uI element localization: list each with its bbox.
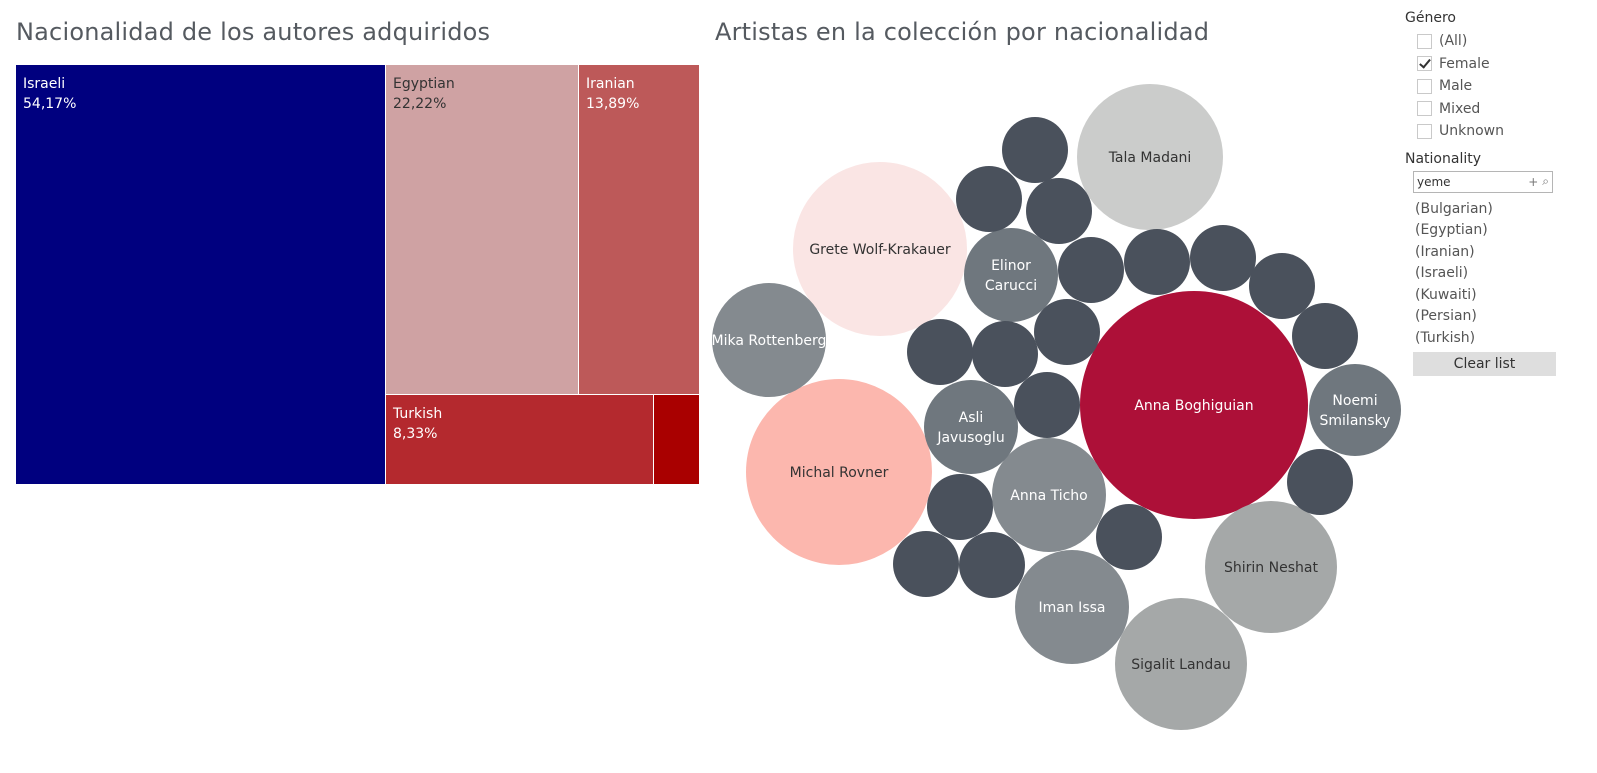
treemap-cell-value: 8,33% [393, 426, 438, 442]
checkbox[interactable] [1417, 78, 1432, 94]
bubble-grete-wolf-krakauer[interactable] [793, 162, 967, 336]
bubble-label: Anna Boghiguian [1134, 398, 1253, 414]
nationality-treemap: Israeli 54,17% Egyptian 22,22% Iranian 13,89%… [16, 65, 700, 485]
checkbox[interactable] [1417, 56, 1432, 72]
bubble-unlabeled[interactable] [1026, 178, 1092, 244]
bubble-label: Mika Rottenberg [712, 333, 827, 349]
bubble-unlabeled[interactable] [956, 166, 1022, 232]
bubble-unlabeled[interactable] [927, 474, 993, 540]
checkbox[interactable] [1417, 101, 1432, 117]
treemap-cell-israeli[interactable]: Israeli 54,17% [16, 65, 386, 485]
bubble-noemi-smilansky[interactable] [1309, 364, 1401, 456]
bubble-anna-boghiguian[interactable] [1080, 291, 1308, 519]
treemap-cell-label: Egyptian [393, 76, 455, 92]
bubble-label: Tala Madani [1108, 150, 1192, 166]
plus-icon[interactable]: + [1528, 174, 1539, 189]
bubble-chart-title: Artistas en la colección por nacionalida… [715, 18, 1210, 46]
bubble-label: Shirin Neshat [1224, 560, 1318, 576]
bubble-label: Michal Rovner [790, 465, 889, 481]
bubble-michal-rovner[interactable] [746, 379, 932, 565]
treemap-title: Nacionalidad de los autores adquiridos [16, 18, 491, 46]
bubble-label: Anna Ticho [1010, 488, 1088, 504]
bubble-mika-rottenberg[interactable] [712, 283, 826, 397]
search-icon[interactable]: ⌕ [1542, 174, 1549, 188]
bubble-unlabeled[interactable] [1014, 372, 1080, 438]
genero-checkbox-list: (All) Female Male Mixed Unknown [1405, 30, 1575, 143]
bubble-sigalit-landau[interactable] [1115, 598, 1247, 730]
nationality-options-list: (Bulgarian) (Egyptian) (Iranian) (Israeli) (… [1405, 199, 1575, 350]
genero-option[interactable]: (All) [1405, 30, 1575, 53]
treemap-cell-iranian[interactable]: Iranian 13,89% [579, 65, 700, 395]
treemap-cell-label: Israeli [23, 76, 66, 92]
bubble-unlabeled[interactable] [1190, 225, 1256, 291]
treemap-cell-label: Iranian [586, 76, 635, 92]
genero-option-label: (All) [1439, 33, 1468, 50]
genero-option-label: Unknown [1439, 123, 1504, 140]
checkbox[interactable] [1417, 123, 1432, 139]
bubble-unlabeled[interactable] [1249, 253, 1315, 319]
bubble-label: Noemi Smilansky [1320, 393, 1391, 429]
treemap-cell-label: Turkish [393, 406, 443, 422]
bubble-unlabeled[interactable] [1058, 237, 1124, 303]
bubble-elinor-carucci[interactable] [964, 228, 1058, 322]
bubble-label: Iman Issa [1039, 600, 1106, 616]
nationality-option[interactable]: (Israeli) [1415, 265, 1469, 282]
genero-option[interactable]: Mixed [1405, 98, 1575, 121]
bubble-unlabeled[interactable] [959, 532, 1025, 598]
nationality-option[interactable]: (Turkish) [1415, 330, 1476, 347]
bubble-label: Elinor Carucci [985, 258, 1037, 294]
treemap-cell-turkish[interactable]: Turkish 8,33% [386, 395, 654, 485]
genero-option[interactable]: Male [1405, 75, 1575, 98]
genero-filter-title: Género [1405, 10, 1456, 26]
filter-panel: Género (All) Female Male Mixed Unknown Natio… [1405, 10, 1575, 376]
nationality-filter-title: Nationality [1405, 150, 1482, 167]
bubble-unlabeled[interactable] [1096, 504, 1162, 570]
checkbox[interactable] [1417, 33, 1432, 49]
bubble-unlabeled[interactable] [1292, 303, 1358, 369]
treemap-cell-value: 22,22% [393, 96, 447, 112]
nationality-option[interactable]: (Egyptian) [1415, 222, 1488, 239]
nationality-search-input[interactable]: yeme + ⌕ [1413, 170, 1553, 193]
nationality-search-value[interactable]: yeme [1417, 174, 1451, 189]
nationality-option[interactable]: (Bulgarian) [1415, 200, 1493, 217]
bubble-unlabeled[interactable] [1034, 299, 1100, 365]
treemap-cell-value: 13,89% [586, 96, 640, 112]
bubble-asli-javusoglu[interactable] [924, 380, 1018, 474]
treemap-cell-other[interactable] [654, 395, 700, 485]
bubble-iman-issa[interactable] [1015, 550, 1129, 664]
nationality-option[interactable]: (Kuwaiti) [1415, 286, 1477, 303]
genero-option[interactable]: Female [1405, 53, 1575, 76]
artists-bubble-chart: Anna Boghiguian Michal Rovner Grete Wolf-K… [712, 84, 1401, 730]
genero-option-label: Mixed [1439, 100, 1481, 117]
bubble-unlabeled[interactable] [893, 531, 959, 597]
genero-option[interactable]: Unknown [1405, 120, 1575, 143]
bubble-unlabeled[interactable] [1124, 229, 1190, 295]
nationality-option[interactable]: (Iranian) [1415, 243, 1475, 260]
bubble-shirin-neshat[interactable] [1205, 501, 1337, 633]
bubble-label: Sigalit Landau [1131, 657, 1231, 673]
clear-list-button[interactable]: Clear list [1413, 351, 1556, 376]
nationality-option[interactable]: (Persian) [1415, 308, 1477, 325]
bubble-unlabeled[interactable] [907, 319, 973, 385]
genero-option-label: Male [1439, 78, 1473, 95]
bubble-tala-madani[interactable] [1077, 84, 1223, 230]
bubble-anna-ticho[interactable] [992, 438, 1106, 552]
bubble-unlabeled[interactable] [1287, 449, 1353, 515]
bubble-unlabeled[interactable] [1002, 117, 1068, 183]
treemap-cell-value: 54,17% [23, 96, 77, 112]
bubble-label: Asli Javusoglu [936, 410, 1004, 446]
bubble-label: Grete Wolf-Krakauer [809, 242, 951, 258]
genero-option-label: Female [1439, 55, 1490, 72]
treemap-cell-egyptian[interactable]: Egyptian 22,22% [386, 65, 579, 395]
bubble-unlabeled[interactable] [972, 321, 1038, 387]
